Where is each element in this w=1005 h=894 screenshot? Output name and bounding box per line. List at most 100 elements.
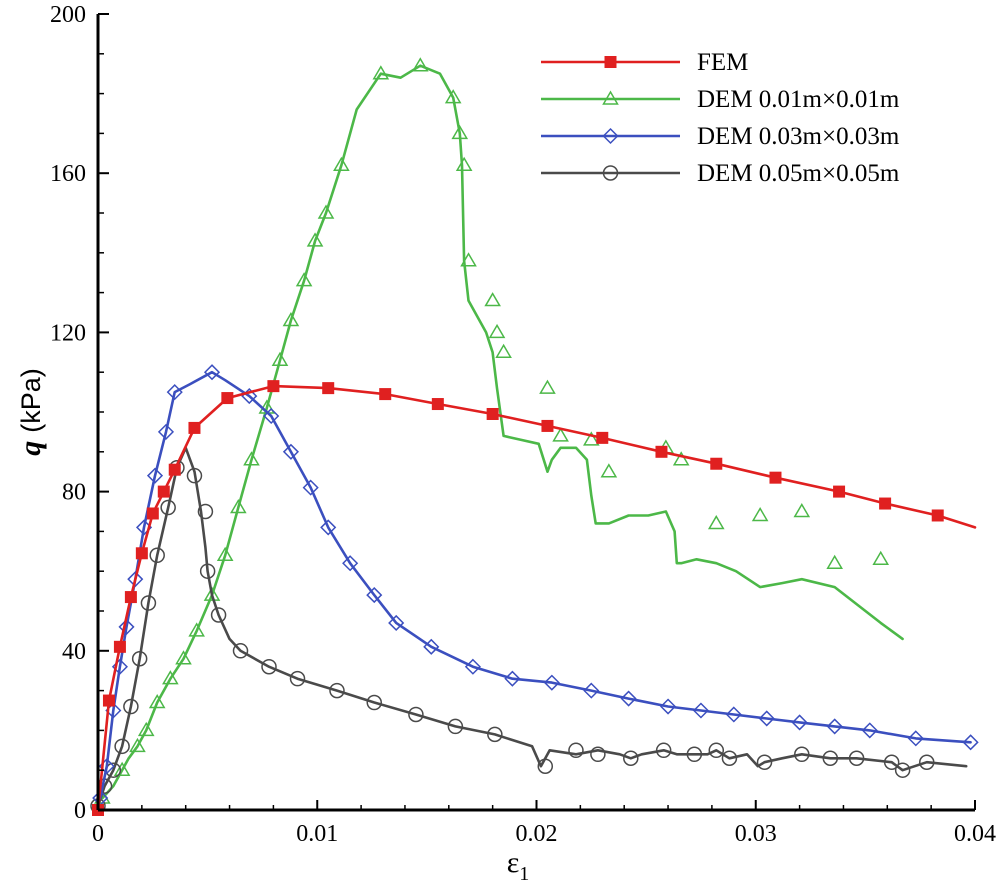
data-point-circle (822, 750, 839, 767)
data-point-diamond (504, 670, 521, 687)
x-tick-label: 0 (92, 821, 104, 847)
x-tick-label: 0.01 (296, 821, 338, 847)
data-point-square (322, 382, 335, 395)
data-point-triangle (230, 499, 247, 514)
data-point-triangle (243, 451, 260, 466)
data-point-triangle (295, 272, 313, 287)
data-point-triangle (188, 622, 205, 637)
legend-marker-triangle (602, 90, 619, 105)
data-point-square (113, 640, 126, 653)
data-point-square (188, 421, 201, 434)
data-point-circle (794, 746, 810, 763)
data-point-diamond (620, 690, 637, 707)
data-point-circle (894, 762, 911, 778)
data-point-triangle (444, 89, 462, 104)
legend-label: DEM 0.01m×0.01m (697, 86, 900, 113)
data-point-diamond (282, 443, 300, 460)
data-point-square (379, 388, 392, 401)
data-point-diamond (583, 682, 600, 699)
data-point-square (157, 485, 170, 498)
data-point-circle (261, 658, 277, 675)
data-point-square (486, 407, 499, 420)
data-point-circle (140, 595, 157, 611)
data-point-diamond (791, 714, 808, 731)
data-point-triangle (488, 323, 506, 339)
data-point-circle (197, 503, 214, 520)
y-tick-label: 120 (50, 320, 86, 346)
data-point-diamond (861, 722, 878, 739)
data-point-diamond (320, 519, 337, 536)
data-point-triangle (539, 379, 556, 394)
data-point-diamond (907, 730, 924, 747)
data-point-square (221, 392, 234, 405)
series-square (92, 380, 977, 816)
data-point-diamond (692, 702, 709, 719)
data-point-diamond (157, 423, 175, 440)
data-point-triangle (793, 503, 811, 518)
data-point-square (879, 497, 892, 510)
series-line-square (96, 384, 977, 812)
data-point-circle (149, 547, 165, 564)
legend-label: DEM 0.05m×0.05m (697, 160, 900, 187)
data-point-diamond (118, 618, 135, 635)
data-point-circle (186, 467, 203, 484)
data-point-triangle (216, 546, 234, 562)
data-point-circle (210, 607, 227, 623)
data-point-square (124, 591, 137, 604)
data-point-diamond (302, 479, 319, 496)
data-point-triangle (484, 292, 501, 307)
data-point-triangle (175, 650, 192, 665)
data-point-circle (329, 682, 345, 699)
data-point-circle (232, 643, 249, 659)
series-line-triangle (101, 64, 904, 800)
data-point-circle (756, 754, 773, 770)
y-tick-label: 160 (50, 161, 86, 187)
data-point-triangle (460, 252, 477, 267)
data-point-triangle (129, 737, 146, 753)
series-diamond (92, 364, 979, 807)
data-point-diamond (342, 555, 359, 572)
x-tick-label: 0.02 (516, 821, 558, 847)
data-point-diamond (758, 710, 775, 727)
data-point-diamond (659, 698, 677, 715)
x-axis-symbol: ε (507, 846, 520, 879)
data-point-triangle (672, 451, 690, 466)
data-point-diamond (423, 638, 440, 655)
legend-marker-diamond (602, 127, 619, 145)
data-point-triangle (552, 427, 569, 442)
data-point-circle (537, 758, 554, 774)
data-point-square (833, 485, 846, 498)
data-point-triangle (271, 351, 289, 367)
legend-marker-square (604, 56, 617, 68)
legend-marker-circle (602, 165, 619, 181)
legend-label: DEM 0.03m×0.03m (697, 123, 900, 150)
data-point-circle (366, 694, 383, 711)
data-point-circle (686, 746, 703, 763)
series-layer (90, 57, 979, 816)
series-circle (90, 446, 968, 814)
legend-entry: DEM 0.05m×0.05m (541, 160, 900, 187)
y-tick-label: 80 (62, 480, 86, 506)
data-point-circle (114, 738, 130, 755)
data-point-square (710, 457, 723, 470)
data-point-diamond (146, 467, 164, 484)
data-point-square (655, 445, 668, 458)
data-point-triangle (495, 343, 512, 359)
series-triangle (94, 57, 904, 804)
data-point-circle (123, 698, 139, 715)
data-point-circle (655, 742, 672, 759)
data-point-square (931, 509, 944, 522)
data-point-diamond (366, 587, 383, 604)
data-point-circle (590, 746, 606, 763)
data-point-diamond (166, 384, 183, 401)
data-point-diamond (263, 407, 280, 425)
y-tick-label: 40 (62, 639, 86, 665)
data-point-diamond (388, 614, 405, 632)
data-point-triangle (372, 65, 390, 80)
series-line-circle (96, 446, 968, 808)
data-point-circle (289, 670, 306, 687)
y-axis-unit: (kPa) (16, 368, 46, 433)
legend-entry: DEM 0.01m×0.01m (541, 86, 900, 113)
data-point-diamond (203, 364, 221, 381)
